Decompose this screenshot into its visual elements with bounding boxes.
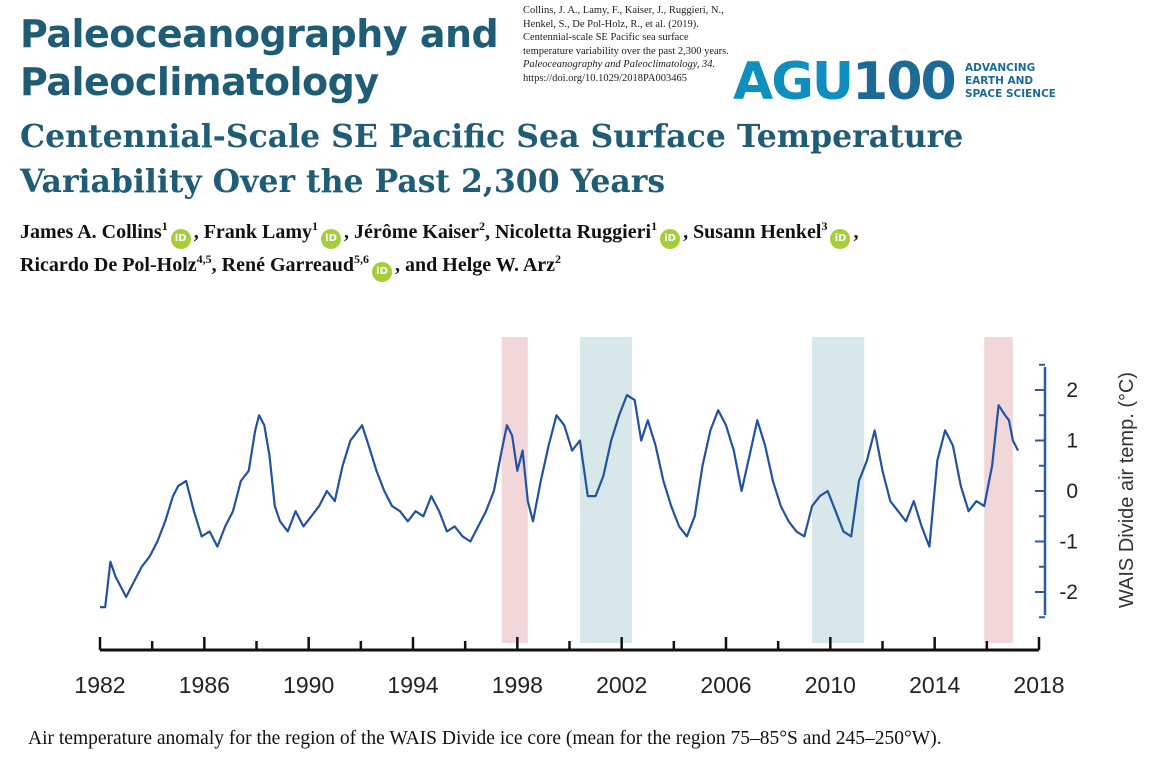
author: Nicoletta Ruggieri1iD, [494, 219, 689, 249]
author-separator: , [484, 221, 490, 243]
author: Frank Lamy1iD, [203, 219, 350, 249]
temperature-chart: 1982 1986 1990 1994 1998 2002 2006 2010 2014 2018… [74, 337, 1138, 698]
author-affiliation: 2 [555, 252, 562, 266]
author-separator: , [853, 221, 859, 243]
author: Ricardo De Pol-Holz4,5, [20, 252, 217, 276]
author-affiliation: 4,5 [196, 252, 212, 266]
author-separator: , [344, 221, 350, 243]
shaded-period [984, 337, 1013, 643]
author-affiliation: 1 [651, 219, 658, 233]
author-separator: , [193, 221, 199, 243]
author-separator: , [211, 254, 217, 276]
citation-journal: Paleoceanography and Paleoclimatology, 3… [523, 59, 716, 71]
author-name: and Helge W. Arz [405, 254, 556, 276]
x-axis: 1982 1986 1990 1994 1998 2002 2006 2010 2014 2018 [74, 637, 1065, 698]
journal-name: Paleoceanography and Paleoclimatology [20, 10, 510, 106]
author-affiliation: 5,6 [354, 252, 370, 266]
author-separator: , [395, 254, 401, 276]
x-tick-label: 1982 [74, 672, 125, 698]
citation-text: Collins, J. A., Lamy, F., Kaiser, J., Ru… [523, 5, 729, 57]
citation-doi[interactable]: https://doi.org/10.1029/2018PA003465 [523, 72, 687, 84]
agu-logo-letters: AGU [733, 52, 854, 112]
author-affiliation: 3 [821, 219, 828, 233]
shaded-period [501, 337, 528, 643]
y-tick-label: 2 [1066, 379, 1078, 402]
author-name: James A. Collins [20, 221, 162, 243]
x-tick-label: 2006 [700, 672, 751, 698]
shaded-period [579, 337, 633, 643]
agu100-logo-tagline: ADVANCING EARTH AND SPACE SCIENCE [965, 62, 1075, 101]
paper-title-line-1: Centennial-Scale SE Pacific Sea Surface … [20, 118, 964, 155]
figure-caption: Air temperature anomaly for the region o… [28, 728, 942, 749]
x-tick-label: 1986 [179, 672, 230, 698]
x-tick-label: 1998 [492, 672, 543, 698]
x-tick-label: 2018 [1013, 672, 1064, 698]
author-affiliation: 2 [478, 219, 485, 233]
series-line [100, 394, 1020, 609]
journal-name-line-1: Paleoceanography and [20, 12, 499, 56]
author-name: Ricardo De Pol-Holz [20, 254, 197, 276]
author: Susann Henkel3iD, [693, 219, 859, 249]
author-affiliation: 1 [312, 219, 319, 233]
author-name: Susann Henkel [693, 221, 822, 243]
author-name: René Garreaud [221, 254, 355, 276]
orcid-icon[interactable]: iD [372, 262, 393, 282]
orcid-icon[interactable]: iD [660, 229, 681, 249]
citation: Collins, J. A., Lamy, F., Kaiser, J., Ru… [523, 4, 738, 86]
author-list: James A. Collins1iD, Frank Lamy1iD, Jérô… [20, 216, 1140, 282]
orcid-icon[interactable]: iD [170, 229, 191, 249]
agu-tagline-line-3: SPACE SCIENCE [965, 88, 1056, 100]
author: and Helge W. Arz2 [405, 252, 562, 276]
author-affiliation: 1 [161, 219, 168, 233]
x-tick-label: 1990 [283, 672, 334, 698]
shaded-periods [501, 337, 1013, 643]
y-tick-label: -2 [1059, 581, 1078, 604]
agu100-logo-mark: AGU100 [733, 56, 957, 108]
author-name: Frank Lamy [203, 221, 313, 243]
author: Jérôme Kaiser2, [354, 219, 490, 243]
y-tick-label: 0 [1066, 480, 1078, 503]
agu-logo-number: 100 [852, 52, 957, 112]
agu-tagline-line-1: ADVANCING [965, 62, 1036, 74]
orcid-icon[interactable]: iD [321, 229, 342, 249]
y-tick-label: 1 [1066, 430, 1078, 453]
agu-tagline-line-2: EARTH AND [965, 75, 1034, 87]
journal-name-line-2: Paleoclimatology [20, 60, 379, 104]
paper-title-line-2: Variability Over the Past 2,300 Years [20, 163, 666, 200]
author-name: Jérôme Kaiser [354, 221, 479, 243]
shaded-period [812, 337, 865, 643]
author-name: Nicoletta Ruggieri [494, 221, 652, 243]
paper-title: Centennial-Scale SE Pacific Sea Surface … [20, 114, 1020, 204]
author: René Garreaud5,6iD, [221, 252, 401, 282]
x-tick-label: 2010 [805, 672, 856, 698]
x-tick-label: 2002 [596, 672, 647, 698]
author: James A. Collins1iD, [20, 219, 199, 249]
y-tick-label: -1 [1059, 531, 1078, 554]
orcid-icon[interactable]: iD [830, 229, 851, 249]
x-tick-label: 2014 [909, 672, 960, 698]
y-axis: -2 -1 0 1 2 [1035, 363, 1078, 619]
x-tick-label: 1994 [387, 672, 438, 698]
y-axis-label: WAIS Divide air temp. (°C) [1116, 372, 1138, 608]
author-separator: , [683, 221, 689, 243]
